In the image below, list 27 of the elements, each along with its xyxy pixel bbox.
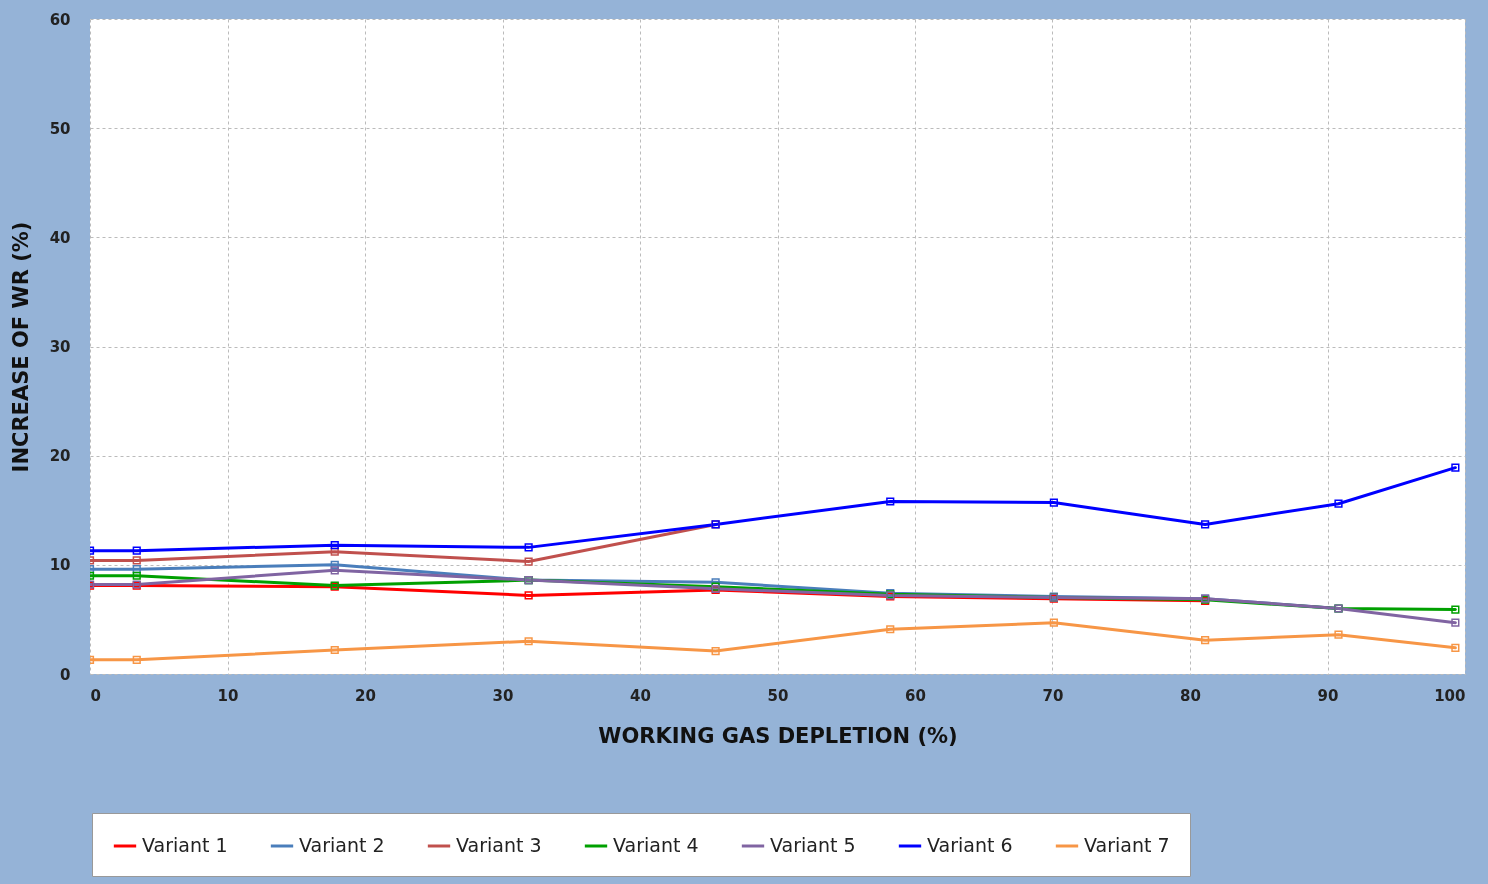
x-axis-title: WORKING GAS DEPLETION (%) [598, 723, 958, 748]
x-tick-label: 80 [1180, 686, 1201, 705]
y-tick-label: 20 [49, 447, 71, 466]
x-tick-label: 0 [90, 686, 101, 705]
y-tick-label: 50 [49, 119, 71, 138]
legend-label: Variant 7 [1084, 834, 1170, 856]
x-tick-label: 50 [767, 686, 789, 705]
y-tick-label: 30 [49, 338, 71, 356]
x-tick-label: 60 [905, 686, 926, 705]
x-tick-label: 90 [1317, 686, 1339, 705]
x-tick-label: 70 [1042, 686, 1064, 705]
legend-label: Variant 2 [299, 834, 385, 856]
x-tick-label: 20 [355, 686, 376, 705]
x-tick-label: 100 [1434, 686, 1466, 705]
legend-label: Variant 5 [770, 834, 856, 856]
x-tick-label: 30 [492, 686, 514, 705]
y-axis-title: INCREASE OF WR (%) [8, 221, 33, 473]
legend-label: Variant 4 [613, 834, 699, 856]
y-tick-label: 40 [49, 228, 71, 247]
y-tick-label: 0 [60, 665, 71, 684]
x-tick-label: 40 [630, 686, 651, 705]
y-tick-label: 10 [49, 556, 71, 575]
x-tick-label: 10 [217, 686, 239, 705]
legend-label: Variant 1 [142, 834, 228, 856]
legend-label: Variant 3 [456, 834, 542, 856]
legend-label: Variant 6 [927, 834, 1013, 856]
y-tick-label: 60 [49, 10, 71, 29]
